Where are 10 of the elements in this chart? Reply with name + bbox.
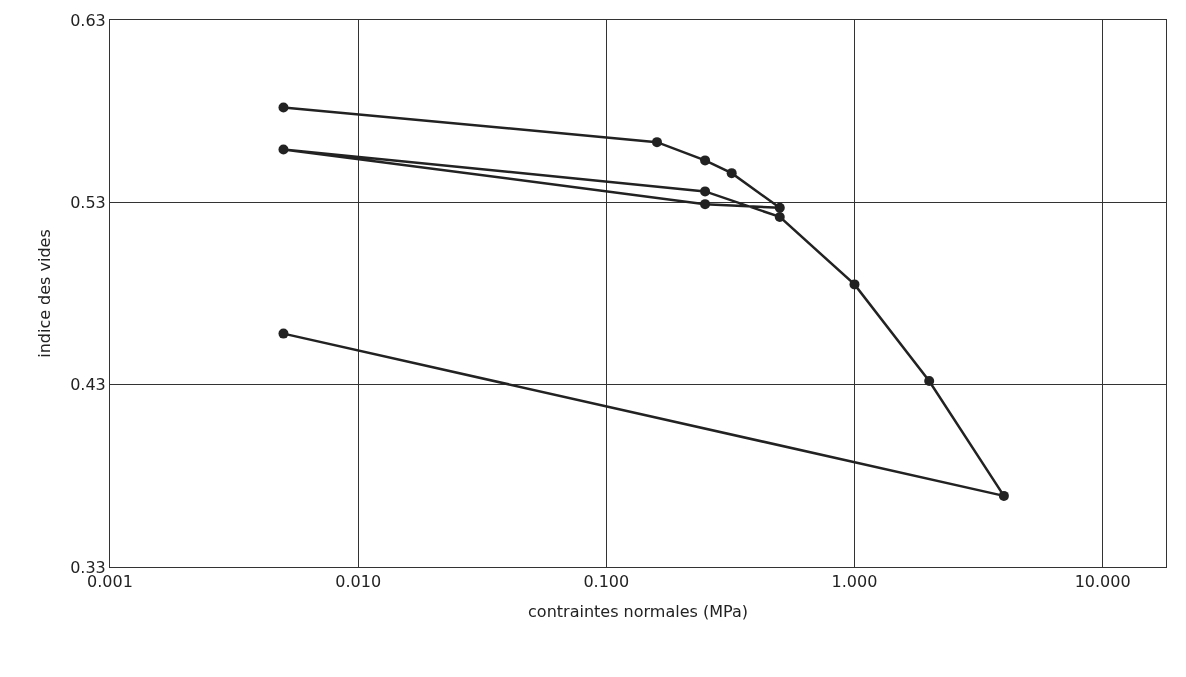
x-tick-label: 0.010 xyxy=(335,572,382,592)
x-axis-title: contraintes normales (MPa) xyxy=(528,601,748,621)
y-axis-title: indice des vides xyxy=(35,229,55,358)
x-tick-label: 1.000 xyxy=(831,572,878,592)
x-tick-label: 10.000 xyxy=(1074,572,1131,592)
y-tick-label: 0.63 xyxy=(70,10,106,30)
x-tick-label: 0.001 xyxy=(87,572,133,592)
y-tick-label: 0.43 xyxy=(70,375,106,395)
y-tick-label: 0.53 xyxy=(70,192,106,212)
x-tick-label: 0.100 xyxy=(583,572,630,592)
